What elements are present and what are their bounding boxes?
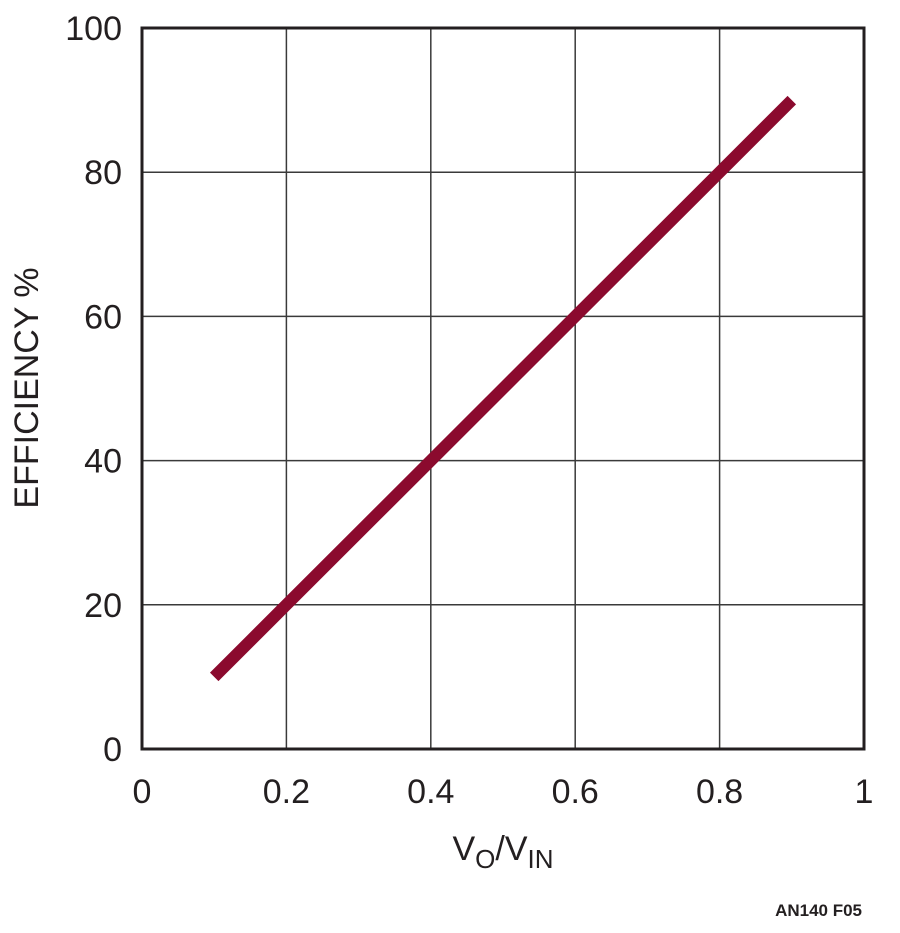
x-label-slash-v: /V [495, 830, 527, 868]
figure-id: AN140 F05 [775, 901, 862, 920]
x-tick-label: 0.8 [696, 773, 743, 811]
x-axis-label: VO/VIN [452, 830, 553, 874]
grid-lines [142, 28, 864, 749]
y-tick-label: 40 [84, 443, 122, 481]
y-tick-label: 0 [103, 731, 122, 769]
x-tick-label: 0.2 [263, 773, 310, 811]
y-tick-label: 60 [84, 298, 122, 336]
series-layer [209, 95, 797, 682]
efficiency-line [209, 95, 797, 682]
x-label-v: V [452, 830, 475, 868]
y-tick-labels: 0 20 40 60 80 100 [65, 10, 122, 769]
x-tick-label: 0.6 [552, 773, 599, 811]
x-label-sub-in: IN [528, 844, 554, 874]
y-axis-label: EFFICIENCY % [8, 267, 46, 508]
x-tick-label: 0.4 [407, 773, 454, 811]
y-tick-label: 80 [84, 154, 122, 192]
x-tick-label: 0 [133, 773, 152, 811]
y-tick-label: 100 [65, 10, 122, 48]
x-tick-label: 1 [855, 773, 874, 811]
x-label-sub-o: O [475, 844, 495, 874]
plot-frame [140, 26, 866, 751]
x-tick-labels: 0 0.2 0.4 0.6 0.8 1 [133, 773, 874, 811]
y-tick-label: 20 [84, 587, 122, 625]
